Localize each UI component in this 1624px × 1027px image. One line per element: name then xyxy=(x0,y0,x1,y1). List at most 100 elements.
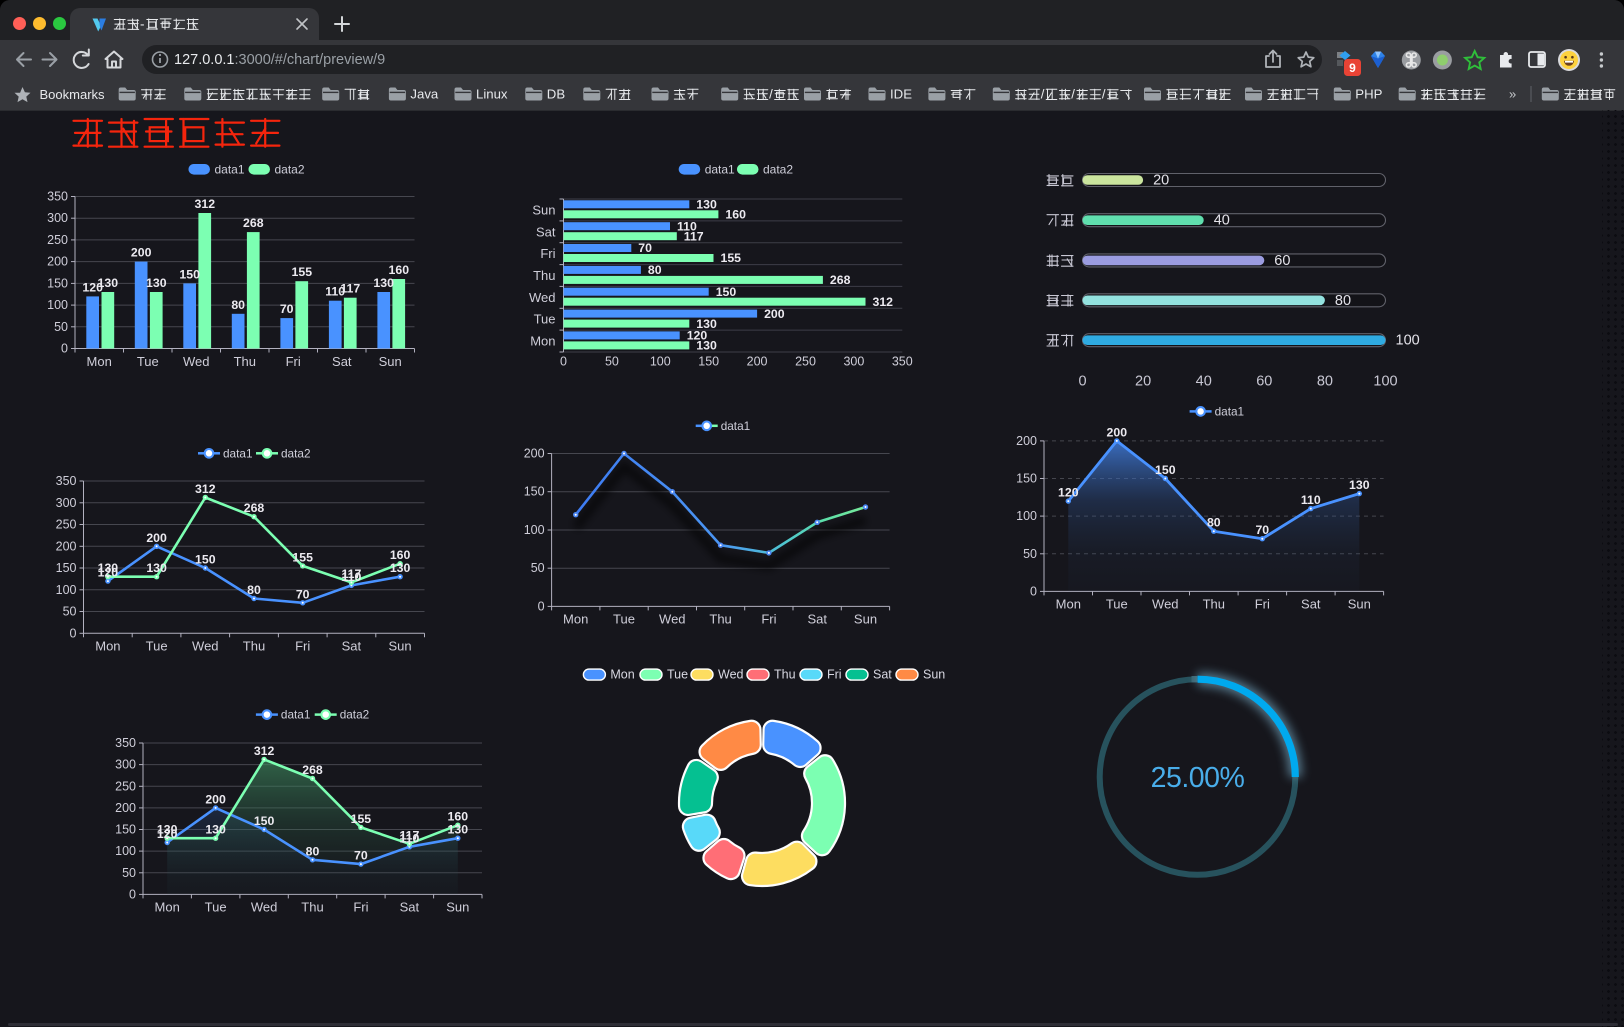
svg-text:300: 300 xyxy=(843,355,864,369)
svg-text:Mon: Mon xyxy=(155,900,180,915)
svg-text:312: 312 xyxy=(873,295,894,309)
svg-text:150: 150 xyxy=(115,823,136,837)
svg-text:130: 130 xyxy=(373,276,394,290)
svg-text:DB: DB xyxy=(547,87,566,102)
svg-text:Wed: Wed xyxy=(183,354,210,369)
svg-text:70: 70 xyxy=(638,241,652,255)
svg-text:312: 312 xyxy=(195,482,216,496)
svg-text:0: 0 xyxy=(538,599,545,613)
svg-text:Sun: Sun xyxy=(1348,597,1371,612)
svg-text:Tue: Tue xyxy=(1106,597,1128,612)
svg-text:Thu: Thu xyxy=(533,268,555,283)
svg-text:130: 130 xyxy=(448,823,469,837)
svg-text:130: 130 xyxy=(146,561,167,575)
svg-text:Mon: Mon xyxy=(610,668,634,682)
svg-text:0: 0 xyxy=(1078,374,1086,390)
svg-text:150: 150 xyxy=(1016,472,1037,486)
svg-text:data2: data2 xyxy=(275,162,305,176)
svg-text:Sat: Sat xyxy=(332,354,352,369)
svg-text:70: 70 xyxy=(354,849,368,863)
svg-text:312: 312 xyxy=(254,744,275,758)
svg-text:Wed: Wed xyxy=(192,639,219,654)
svg-text:100: 100 xyxy=(1016,509,1037,523)
svg-text:110: 110 xyxy=(341,570,361,584)
svg-text:160: 160 xyxy=(389,263,410,277)
svg-text:/: / xyxy=(769,87,773,102)
svg-text:130: 130 xyxy=(1349,478,1370,492)
svg-text:Sat: Sat xyxy=(873,668,892,682)
svg-text:Wed: Wed xyxy=(1152,597,1179,612)
svg-text:60: 60 xyxy=(1256,374,1272,390)
svg-text:150: 150 xyxy=(698,355,719,369)
svg-text:/: / xyxy=(1102,87,1106,102)
svg-text:Tue: Tue xyxy=(613,612,635,627)
svg-text:100: 100 xyxy=(115,844,136,858)
svg-text:Tue: Tue xyxy=(534,312,556,327)
svg-text:data1: data1 xyxy=(721,419,751,433)
svg-text:Fri: Fri xyxy=(1255,597,1270,612)
svg-text:150: 150 xyxy=(195,553,216,567)
svg-text:40: 40 xyxy=(1214,213,1230,229)
svg-text:130: 130 xyxy=(98,276,119,290)
svg-text:Wed: Wed xyxy=(718,668,744,682)
svg-text:70: 70 xyxy=(296,587,310,601)
svg-text:Tue: Tue xyxy=(146,639,168,654)
svg-text:Fri: Fri xyxy=(827,668,842,682)
svg-text:120: 120 xyxy=(82,280,103,294)
svg-text:268: 268 xyxy=(243,216,264,230)
svg-text:200: 200 xyxy=(146,531,167,545)
svg-text:150: 150 xyxy=(47,276,68,290)
svg-text:160: 160 xyxy=(390,548,411,562)
svg-text:Mon: Mon xyxy=(87,354,112,369)
svg-text:130: 130 xyxy=(98,561,119,575)
svg-text:Thu: Thu xyxy=(234,354,256,369)
svg-text:Fri: Fri xyxy=(540,246,555,261)
svg-text:130: 130 xyxy=(696,339,717,353)
svg-text:200: 200 xyxy=(1016,434,1037,448)
svg-text:120: 120 xyxy=(98,566,119,580)
svg-text:Sun: Sun xyxy=(389,639,412,654)
svg-text:200: 200 xyxy=(764,307,785,321)
svg-text:70: 70 xyxy=(1255,523,1269,537)
svg-text:200: 200 xyxy=(205,792,226,806)
svg-text:Sat: Sat xyxy=(536,224,556,239)
svg-text:/: / xyxy=(1071,87,1075,102)
svg-text:120: 120 xyxy=(157,827,178,841)
svg-text:data1: data1 xyxy=(1215,404,1245,418)
svg-text:Java: Java xyxy=(410,87,439,102)
svg-text:80: 80 xyxy=(1317,374,1333,390)
svg-text:300: 300 xyxy=(47,211,68,225)
svg-text:50: 50 xyxy=(54,320,68,334)
svg-text:Thu: Thu xyxy=(774,668,796,682)
svg-text:200: 200 xyxy=(524,447,545,461)
svg-text:250: 250 xyxy=(47,233,68,247)
svg-text:130: 130 xyxy=(205,823,226,837)
svg-text:100: 100 xyxy=(47,298,68,312)
svg-text:Fri: Fri xyxy=(353,900,368,915)
svg-text:100: 100 xyxy=(1373,374,1397,390)
svg-text:0: 0 xyxy=(129,887,136,901)
svg-text:150: 150 xyxy=(254,814,275,828)
svg-text:Tue: Tue xyxy=(205,900,227,915)
svg-text:Thu: Thu xyxy=(1203,597,1225,612)
svg-text:Fri: Fri xyxy=(295,639,310,654)
svg-text:117: 117 xyxy=(684,229,704,243)
svg-text:130: 130 xyxy=(696,317,717,331)
svg-text:117: 117 xyxy=(399,828,419,842)
svg-text:Linux: Linux xyxy=(476,87,508,102)
svg-text:150: 150 xyxy=(56,561,77,575)
svg-text:Bookmarks: Bookmarks xyxy=(40,87,106,102)
svg-text:20: 20 xyxy=(1135,374,1151,390)
svg-text:200: 200 xyxy=(47,255,68,269)
svg-text:/: / xyxy=(1041,87,1045,102)
svg-text:Sun: Sun xyxy=(379,354,402,369)
svg-text:PHP: PHP xyxy=(1355,87,1382,102)
svg-text:350: 350 xyxy=(892,355,913,369)
svg-text:268: 268 xyxy=(302,763,323,777)
svg-text:Sun: Sun xyxy=(923,668,945,682)
svg-text:Mon: Mon xyxy=(95,639,120,654)
svg-text:350: 350 xyxy=(56,474,77,488)
svg-text:100: 100 xyxy=(650,355,671,369)
svg-text:117: 117 xyxy=(341,567,361,581)
svg-text:312: 312 xyxy=(195,197,216,211)
